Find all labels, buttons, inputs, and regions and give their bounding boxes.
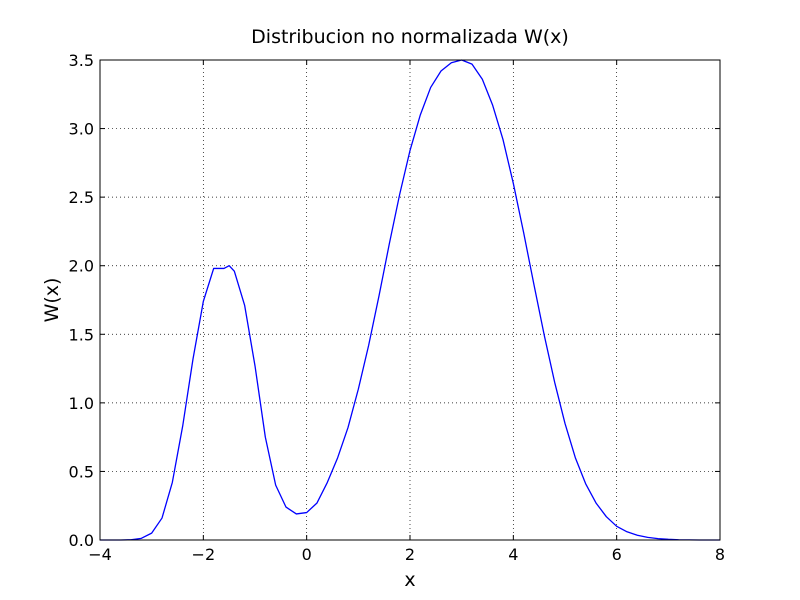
y-tick-label: 1.0	[69, 394, 94, 413]
plot-lines	[100, 59, 720, 541]
y-tick-label: 0.5	[69, 462, 94, 481]
tick-labels: −4 −2 0 2 4 6 8 0.0 0.5 1.0 1.5 2.0 2.5 3.0 3.5	[69, 51, 726, 564]
y-tick-label: 3.0	[69, 120, 94, 139]
y-axis-label: W(x)	[41, 278, 63, 323]
y-tick-label: 2.0	[69, 257, 94, 276]
x-tick-label: 0	[302, 545, 312, 564]
series-line-w-x	[100, 59, 720, 541]
x-tick-label: 4	[508, 545, 518, 564]
y-tick-label: 3.5	[69, 51, 94, 70]
y-tick-label: 1.5	[69, 325, 94, 344]
x-tick-label: −4	[88, 545, 112, 564]
x-tick-label: 2	[405, 545, 415, 564]
y-tick-label: 2.5	[69, 188, 94, 207]
chart-title: Distribucion no normalizada W(x)	[251, 26, 569, 48]
x-tick-label: −2	[192, 545, 216, 564]
x-tick-label: 8	[715, 545, 725, 564]
ticks	[99, 59, 721, 541]
x-tick-label: 6	[612, 545, 622, 564]
y-tick-label: 0.0	[69, 531, 94, 550]
x-axis-label: x	[404, 569, 415, 591]
